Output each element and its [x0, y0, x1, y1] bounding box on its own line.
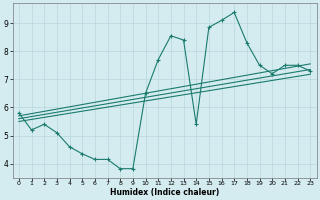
X-axis label: Humidex (Indice chaleur): Humidex (Indice chaleur): [110, 188, 219, 197]
